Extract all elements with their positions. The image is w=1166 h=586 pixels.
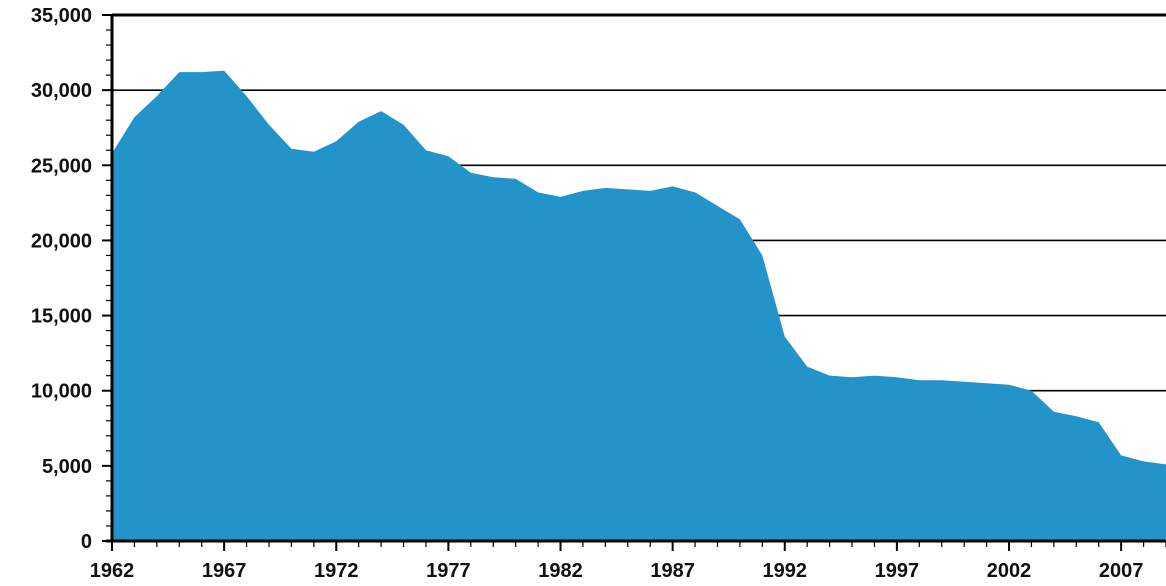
y-tick-label: 15,000 bbox=[31, 306, 92, 328]
x-tick-labels: 1962 1967 1972 1977 1982 1987 1992 1997 2002 2007 bbox=[90, 560, 1144, 582]
y-tick-label: 35,000 bbox=[31, 5, 92, 27]
x-tick-label: 2007 bbox=[1099, 560, 1144, 582]
y-tick-label: 20,000 bbox=[31, 230, 92, 252]
x-tick-label: 1962 bbox=[90, 560, 135, 582]
y-tick-label: 25,000 bbox=[31, 155, 92, 177]
area-series bbox=[112, 70, 1166, 541]
y-tick-label: 0 bbox=[81, 531, 92, 553]
x-tick-label: 1982 bbox=[538, 560, 583, 582]
x-tick-label: 1972 bbox=[314, 560, 359, 582]
y-tick-label: 10,000 bbox=[31, 381, 92, 403]
x-tick-label: 2002 bbox=[987, 560, 1032, 582]
y-tick-labels: 35,000 30,000 25,000 20,000 15,000 10,000 5,00… bbox=[31, 5, 92, 553]
x-tick-label: 1967 bbox=[202, 560, 247, 582]
y-tick-label: 30,000 bbox=[31, 80, 92, 102]
x-tick-label: 1977 bbox=[426, 560, 471, 582]
x-tick-label: 1997 bbox=[875, 560, 920, 582]
y-tick-label: 5,000 bbox=[42, 456, 92, 478]
axes bbox=[102, 13, 1166, 551]
x-tick-label: 1987 bbox=[650, 560, 695, 582]
x-tick-label: 1992 bbox=[763, 560, 808, 582]
